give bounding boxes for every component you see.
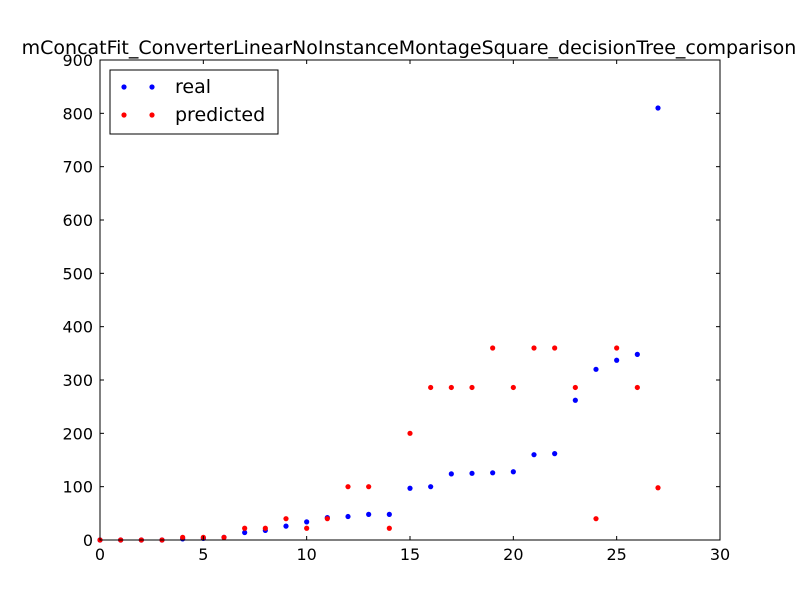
series-real bbox=[97, 105, 661, 543]
real-point bbox=[345, 513, 351, 520]
predicted-point bbox=[386, 525, 392, 531]
predicted-point bbox=[469, 384, 475, 391]
real-point bbox=[366, 511, 372, 517]
real-point bbox=[283, 523, 289, 529]
predicted-point bbox=[428, 384, 434, 391]
legend-marker bbox=[121, 112, 127, 118]
legend-marker bbox=[121, 84, 127, 90]
y-tick-label: 300 bbox=[62, 371, 93, 390]
predicted-point bbox=[510, 384, 516, 391]
x-tick-label: 25 bbox=[606, 545, 626, 564]
predicted-point bbox=[552, 345, 558, 351]
x-tick-label: 15 bbox=[400, 545, 420, 564]
y-tick-label: 700 bbox=[62, 158, 93, 177]
predicted-point bbox=[634, 384, 640, 391]
legend-box bbox=[109, 69, 279, 135]
x-tick-label: 30 bbox=[710, 545, 730, 564]
real-point bbox=[448, 471, 454, 477]
real-point bbox=[469, 470, 475, 476]
real-point bbox=[531, 452, 537, 458]
x-tick-label: 20 bbox=[503, 545, 523, 564]
predicted-point bbox=[324, 516, 330, 522]
predicted-point bbox=[345, 484, 351, 490]
y-tick-label: 200 bbox=[62, 424, 93, 443]
real-point bbox=[510, 469, 516, 475]
predicted-point bbox=[593, 516, 599, 522]
real-point bbox=[490, 470, 496, 476]
x-tick-label: 0 bbox=[95, 545, 105, 564]
chart-title: mConcatFit_ConverterLinearNoInstanceMont… bbox=[22, 37, 797, 59]
legend-marker bbox=[149, 112, 155, 118]
predicted-point bbox=[572, 384, 578, 391]
y-tick-label: 800 bbox=[62, 104, 93, 123]
y-tick-label: 0 bbox=[83, 531, 93, 550]
predicted-point bbox=[242, 525, 248, 531]
series-predicted bbox=[97, 345, 661, 543]
real-point bbox=[304, 519, 310, 525]
real-point bbox=[572, 397, 578, 403]
predicted-point bbox=[304, 525, 310, 531]
predicted-point bbox=[262, 525, 268, 531]
real-point bbox=[655, 105, 661, 111]
predicted-point bbox=[531, 345, 537, 351]
real-point bbox=[634, 351, 640, 357]
y-tick-label: 900 bbox=[62, 51, 93, 70]
predicted-point bbox=[448, 384, 454, 391]
predicted-point bbox=[614, 345, 620, 351]
real-point bbox=[593, 366, 599, 372]
y-tick-label: 500 bbox=[62, 264, 93, 283]
x-tick-label: 5 bbox=[198, 545, 208, 564]
predicted-point bbox=[655, 485, 661, 491]
y-tick-label: 600 bbox=[62, 211, 93, 230]
real-point bbox=[428, 484, 434, 490]
predicted-point bbox=[221, 534, 227, 540]
predicted-point bbox=[180, 534, 186, 540]
real-point bbox=[552, 451, 558, 457]
predicted-point bbox=[490, 345, 496, 351]
y-tick-label: 400 bbox=[62, 318, 93, 337]
legend-label: predicted bbox=[175, 104, 265, 126]
legend: real predicted bbox=[109, 69, 279, 135]
real-point bbox=[386, 511, 392, 517]
predicted-point bbox=[366, 484, 372, 490]
y-tick-label: 100 bbox=[62, 478, 93, 497]
real-point bbox=[242, 529, 248, 536]
real-point bbox=[614, 357, 620, 363]
x-tick-label: 10 bbox=[296, 545, 316, 564]
predicted-point bbox=[283, 516, 289, 522]
legend-marker bbox=[149, 84, 155, 90]
legend-label: real bbox=[175, 76, 211, 98]
real-point bbox=[407, 485, 413, 491]
predicted-point bbox=[407, 430, 413, 436]
